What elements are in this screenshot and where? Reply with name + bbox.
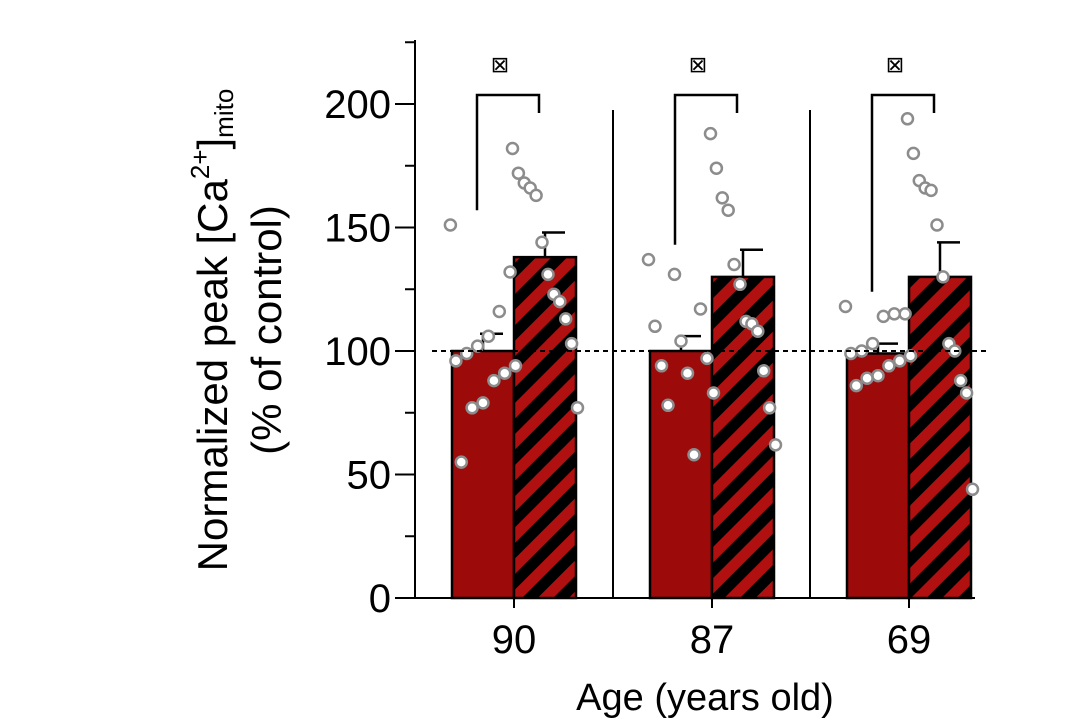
data-point [706,386,721,400]
x-tick-label: 90 [492,618,537,662]
data-point [727,257,741,272]
bar-hatched [907,275,973,600]
data-point [648,319,662,334]
significance-marker: ⊠ [491,53,509,78]
data-point [844,346,858,361]
data-point [849,378,864,393]
data-point [454,455,469,469]
data-point [953,373,968,388]
bar-solid [450,349,516,600]
data-point [838,299,853,314]
y-tick-label: 0 [369,577,391,621]
data-point [709,161,724,175]
data-point [570,401,585,415]
bar-hatched [512,255,578,600]
data-point [768,438,783,452]
data-point [900,112,915,126]
x-tick-label: 69 [887,618,932,662]
data-point [756,364,771,378]
data-point [892,354,907,368]
data-point [541,267,555,282]
significance-marker: ⊠ [689,53,707,78]
data-point [511,166,526,180]
y-tick-label: 50 [347,454,392,498]
data-point [762,401,777,415]
data-point [751,324,765,338]
data-point [492,304,507,319]
data-point [503,265,517,279]
data-point [693,302,708,316]
data-point [965,482,980,497]
data-point [443,218,458,232]
significance-bracket [475,93,541,211]
significance-marker: ⊠ [886,53,904,78]
data-point [721,203,735,217]
data-point [564,336,579,351]
data-point [860,371,874,385]
data-point [508,359,523,373]
y-tick-label: 150 [324,207,391,251]
data-point [700,351,714,366]
data-point [674,334,688,348]
data-point [703,126,718,141]
data-point [558,312,573,326]
data-point [459,346,474,361]
data-point [481,329,496,343]
data-point [529,188,543,203]
significance-bracket [673,93,739,245]
data-point [687,447,701,462]
data-point [497,366,512,380]
x-tick-label: 87 [690,618,735,662]
data-point [661,398,675,413]
data-point [871,368,885,383]
data-point [882,359,896,373]
data-point [667,267,682,282]
data-point [959,386,974,400]
data-point [535,235,549,250]
y-tick-label: 100 [324,330,391,374]
data-point [470,339,485,353]
data-point [487,373,501,388]
data-point [465,401,479,415]
significance-bracket [870,93,936,292]
data-point [906,146,921,161]
data-point [505,141,520,156]
data-point [641,252,656,267]
bar-solid [648,349,714,600]
data-point [876,309,891,324]
data-point [476,396,490,410]
bar-solid [845,352,911,600]
data-point [680,366,695,380]
y-tick-label: 200 [324,83,391,127]
data-point [903,349,918,363]
data-point [898,307,912,321]
data-point [930,218,944,232]
data-point [936,270,950,284]
data-point [449,354,463,368]
data-point [733,277,747,292]
data-point [924,183,938,198]
data-point [715,191,730,205]
data-point [654,359,669,373]
x-axis-title: Age (years old) [576,677,834,719]
data-point [553,294,567,309]
data-point [865,336,880,351]
data-point [887,307,902,321]
